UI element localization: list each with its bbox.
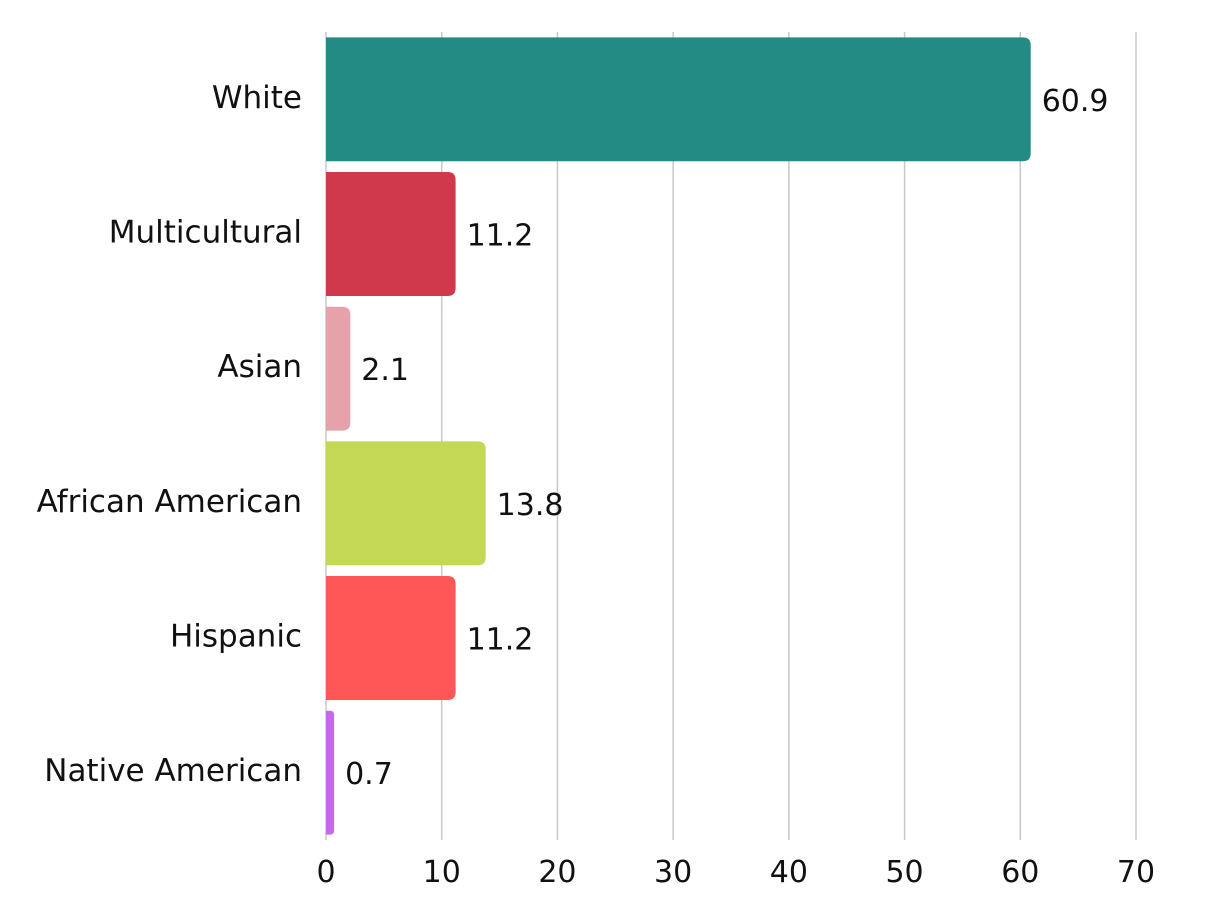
data-label-white: 60.9: [1042, 84, 1109, 119]
bar-african-american: [326, 441, 486, 566]
bar-hispanic: [326, 576, 456, 700]
grid-lines: [325, 32, 1137, 840]
bar-asian: [326, 306, 351, 431]
bar-native-american: [326, 710, 335, 835]
data-label-multicultural: 11.2: [467, 219, 534, 254]
x-tick-label-70: 70: [1117, 855, 1155, 890]
data-label-hispanic: 11.2: [467, 623, 534, 658]
x-axis-tick-labels: 0 10 20 30 40 50 60 70: [316, 855, 1155, 890]
data-label-native-american: 0.7: [345, 757, 393, 792]
category-label-white: White: [212, 80, 302, 116]
x-tick-label-20: 20: [538, 855, 576, 890]
category-label-african-american: African American: [37, 484, 302, 520]
x-tick-label-30: 30: [654, 855, 692, 890]
data-label-asian: 2.1: [361, 353, 409, 388]
x-tick-label-50: 50: [885, 855, 923, 890]
data-labels: 60.9 11.2 2.1 13.8 11.2 0.7: [345, 84, 1108, 792]
bar-white: [326, 37, 1031, 162]
x-tick-label-60: 60: [1001, 855, 1039, 890]
category-labels: White Multicultural Asian African American H…: [37, 80, 302, 789]
x-tick-label-10: 10: [423, 855, 461, 890]
category-label-asian: Asian: [217, 349, 302, 385]
bar-multicultural: [326, 172, 456, 296]
bars: [326, 37, 1031, 835]
category-label-native-american: Native American: [44, 753, 302, 789]
category-label-hispanic: Hispanic: [170, 619, 302, 655]
data-label-african-american: 13.8: [497, 488, 564, 523]
x-tick-label-40: 40: [770, 855, 808, 890]
category-label-multicultural: Multicultural: [109, 215, 302, 251]
x-tick-label-0: 0: [316, 855, 335, 890]
